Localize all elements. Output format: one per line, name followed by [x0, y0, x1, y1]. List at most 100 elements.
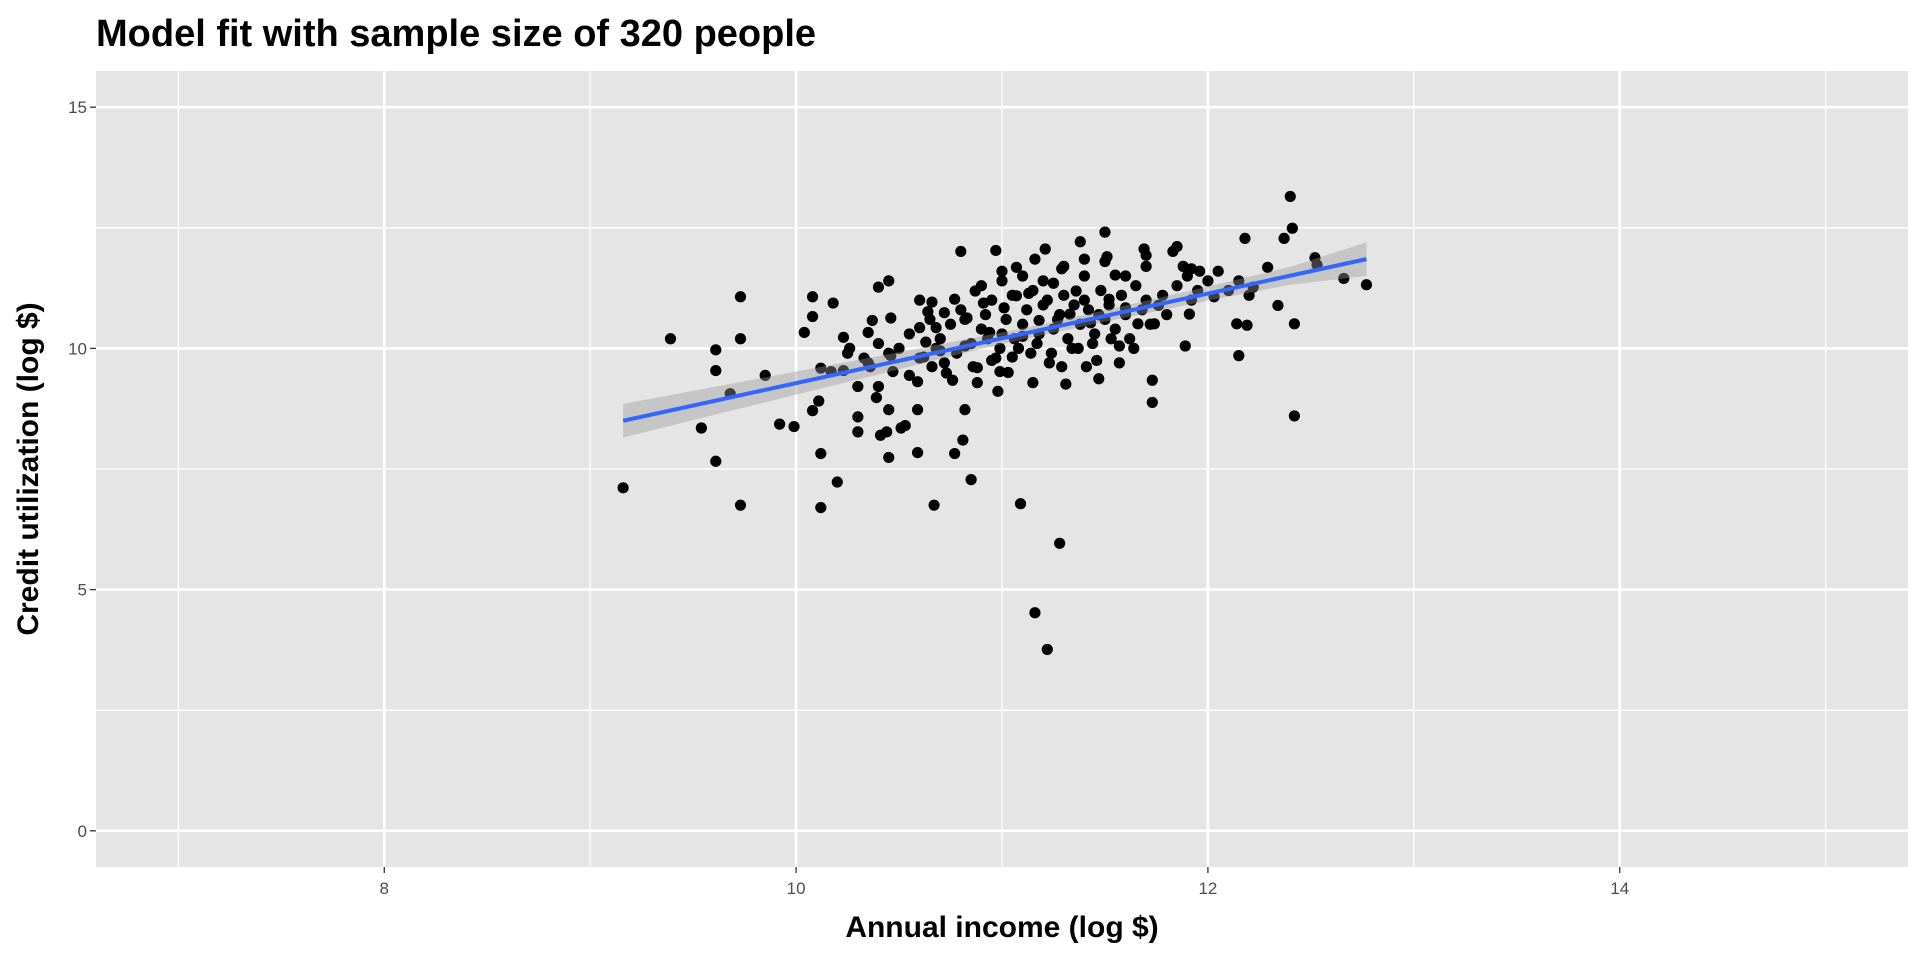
chart-title: Model fit with sample size of 320 people	[96, 13, 816, 55]
data-point	[1103, 299, 1115, 311]
data-point	[815, 447, 827, 460]
data-point	[710, 344, 722, 356]
data-point	[1194, 265, 1206, 277]
data-point	[885, 312, 897, 324]
data-point	[938, 357, 950, 369]
data-point	[1262, 261, 1274, 273]
data-point	[979, 309, 992, 321]
data-point	[1068, 299, 1080, 311]
data-point	[1051, 313, 1064, 326]
data-point	[813, 395, 825, 407]
x-tick-label: 12	[1198, 879, 1217, 898]
data-point	[1066, 342, 1078, 354]
data-point	[1080, 361, 1093, 373]
data-point	[617, 482, 629, 494]
data-point	[928, 499, 940, 511]
data-point	[1140, 249, 1152, 261]
data-point	[920, 336, 932, 348]
y-axis-ticks: 0 5 10 15	[68, 98, 96, 841]
data-point	[734, 499, 747, 511]
y-tick-label: 10	[68, 339, 87, 358]
data-point	[872, 281, 885, 293]
data-point	[911, 404, 924, 416]
data-point	[1202, 275, 1214, 287]
x-axis-ticks: 8 10 12 14	[380, 867, 1629, 898]
data-point	[866, 314, 878, 327]
data-point	[1037, 275, 1049, 287]
x-tick-label: 8	[380, 879, 389, 898]
data-point	[1130, 280, 1142, 292]
data-point	[899, 419, 911, 432]
data-point	[806, 291, 819, 303]
data-point	[1181, 270, 1193, 282]
data-point	[971, 362, 983, 374]
data-point	[992, 385, 1004, 397]
data-point	[1045, 347, 1058, 359]
data-point	[926, 361, 938, 373]
data-point	[996, 275, 1008, 287]
data-point	[1016, 318, 1029, 330]
data-point	[994, 365, 1006, 378]
data-point	[1183, 308, 1195, 320]
data-point	[1074, 236, 1086, 248]
data-point	[1115, 289, 1128, 301]
data-point	[955, 304, 967, 316]
data-point	[1132, 318, 1144, 330]
data-point	[990, 352, 1002, 364]
data-point	[1278, 232, 1290, 245]
data-point	[1082, 304, 1095, 316]
data-point	[1288, 410, 1300, 422]
data-point	[911, 376, 924, 388]
data-point	[1157, 289, 1169, 301]
data-point	[1144, 318, 1156, 330]
data-point	[788, 420, 800, 433]
data-point	[938, 307, 950, 319]
data-point	[1286, 222, 1298, 234]
data-point	[1002, 366, 1014, 379]
data-point	[1027, 377, 1039, 389]
data-point	[1021, 304, 1033, 316]
data-point	[1095, 284, 1107, 297]
data-point	[734, 333, 747, 345]
data-point	[1033, 314, 1045, 327]
data-point	[1338, 272, 1350, 285]
data-point	[955, 245, 967, 258]
data-point	[710, 455, 722, 467]
data-point	[1288, 318, 1300, 330]
data-point	[944, 318, 957, 330]
data-point	[1140, 260, 1152, 272]
data-point	[1041, 643, 1053, 656]
data-point	[1177, 260, 1189, 272]
y-tick-label: 15	[68, 98, 87, 117]
data-point	[862, 326, 874, 339]
data-point	[798, 326, 810, 339]
data-point	[1089, 328, 1101, 340]
data-point	[837, 331, 850, 343]
data-point	[1128, 342, 1140, 354]
data-point	[1060, 378, 1072, 390]
data-point	[852, 380, 864, 393]
data-point	[1124, 333, 1136, 345]
data-point	[1078, 294, 1090, 306]
y-tick-label: 0	[78, 822, 87, 841]
data-point	[994, 342, 1006, 354]
data-point	[965, 474, 977, 486]
data-point	[852, 411, 864, 423]
data-point	[1000, 313, 1012, 326]
data-point	[959, 313, 971, 326]
data-points	[617, 190, 1373, 656]
data-point	[1091, 354, 1103, 367]
data-point	[946, 374, 959, 386]
data-point	[734, 291, 747, 303]
data-point	[1058, 289, 1070, 301]
data-point	[1161, 309, 1173, 321]
data-point	[815, 501, 827, 514]
x-axis-title: Annual income (log $)	[845, 911, 1158, 944]
data-point	[996, 265, 1008, 277]
data-point	[1070, 285, 1082, 297]
data-point	[1113, 340, 1125, 352]
data-point	[1029, 253, 1041, 265]
data-point	[1360, 279, 1373, 291]
data-point	[934, 333, 946, 345]
data-point	[930, 322, 942, 334]
